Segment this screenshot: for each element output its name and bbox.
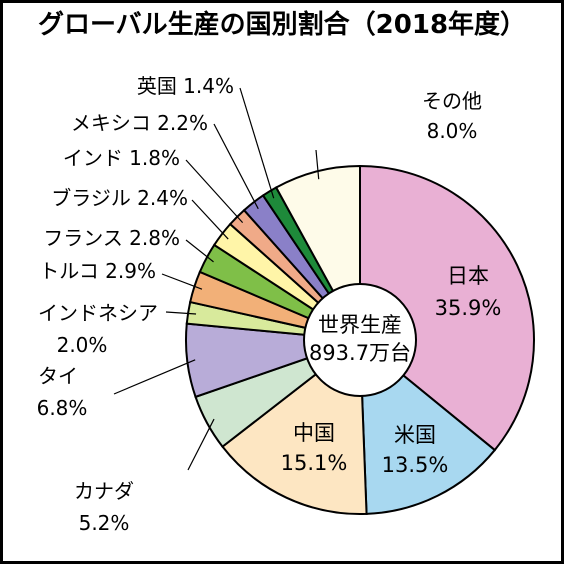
slice-name-0: 日本 (447, 264, 489, 288)
center-label-line2: 893.7万台 (309, 341, 411, 365)
slice-label-6: トルコ 2.9% (39, 259, 156, 283)
slice-label-10: メキシコ 2.2% (71, 111, 208, 135)
leader-line-4 (113, 359, 196, 395)
slice-name-6: トルコ (39, 259, 99, 283)
leader-line-12 (315, 149, 320, 180)
slice-value-8: 2.4% (131, 186, 188, 210)
slice-labels: 日本 35.9% 米国 13.5% 中国 15.1% カナダ 5.2% タイ 6.8% インドネシア… (37, 74, 502, 535)
slice-name-12: その他 (422, 89, 482, 113)
slice-name-5: インドネシア (38, 301, 158, 325)
slice-value-0: 35.9% (435, 296, 502, 320)
slice-label-8: ブラジル 2.4% (51, 186, 188, 210)
slice-value-4: 6.8% (37, 396, 88, 420)
slice-name-4: タイ (38, 364, 78, 388)
slice-name-7: フランス (43, 226, 123, 250)
slice-name-1: 米国 (394, 423, 436, 447)
leader-line-8 (191, 199, 229, 240)
slice-name-9: インド (63, 146, 123, 170)
slice-name-3: カナダ (74, 479, 134, 503)
slice-name-11: 英国 (137, 74, 177, 98)
slice-label-9: インド 1.8% (63, 146, 180, 170)
leader-line-6 (161, 273, 203, 290)
slice-value-2: 15.1% (281, 451, 348, 475)
slice-value-11: 1.4% (177, 74, 234, 98)
chart-title: グローバル生産の国別割合（2018年度） (37, 10, 527, 40)
leader-line-9 (185, 159, 244, 224)
leader-line-3 (187, 418, 215, 471)
slice-value-12: 8.0% (427, 119, 478, 143)
slice-value-1: 13.5% (382, 453, 449, 477)
center-hole (303, 283, 417, 397)
slice-value-9: 1.8% (123, 146, 180, 170)
slice-name-10: メキシコ (71, 111, 151, 135)
slice-value-5: 2.0% (57, 333, 108, 357)
leader-line-5 (165, 311, 197, 315)
slice-label-7: フランス 2.8% (43, 226, 180, 250)
center-label-line1: 世界生産 (318, 313, 402, 337)
slice-value-10: 2.2% (151, 111, 208, 135)
leader-line-10 (213, 123, 259, 210)
slice-value-7: 2.8% (123, 226, 180, 250)
slice-name-2: 中国 (293, 421, 335, 445)
slice-value-6: 2.9% (99, 259, 156, 283)
slice-0 (359, 164, 535, 452)
slice-value-3: 5.2% (79, 511, 130, 535)
leader-lines (113, 87, 320, 471)
leader-line-11 (239, 87, 275, 199)
slice-label-11: 英国 1.4% (137, 74, 234, 98)
leader-line-7 (185, 239, 214, 263)
slice-name-8: ブラジル (51, 186, 131, 210)
